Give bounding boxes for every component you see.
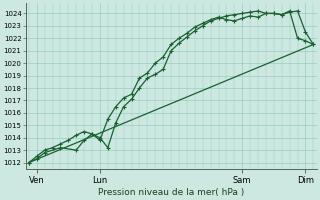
X-axis label: Pression niveau de la mer( hPa ): Pression niveau de la mer( hPa )	[98, 188, 244, 197]
